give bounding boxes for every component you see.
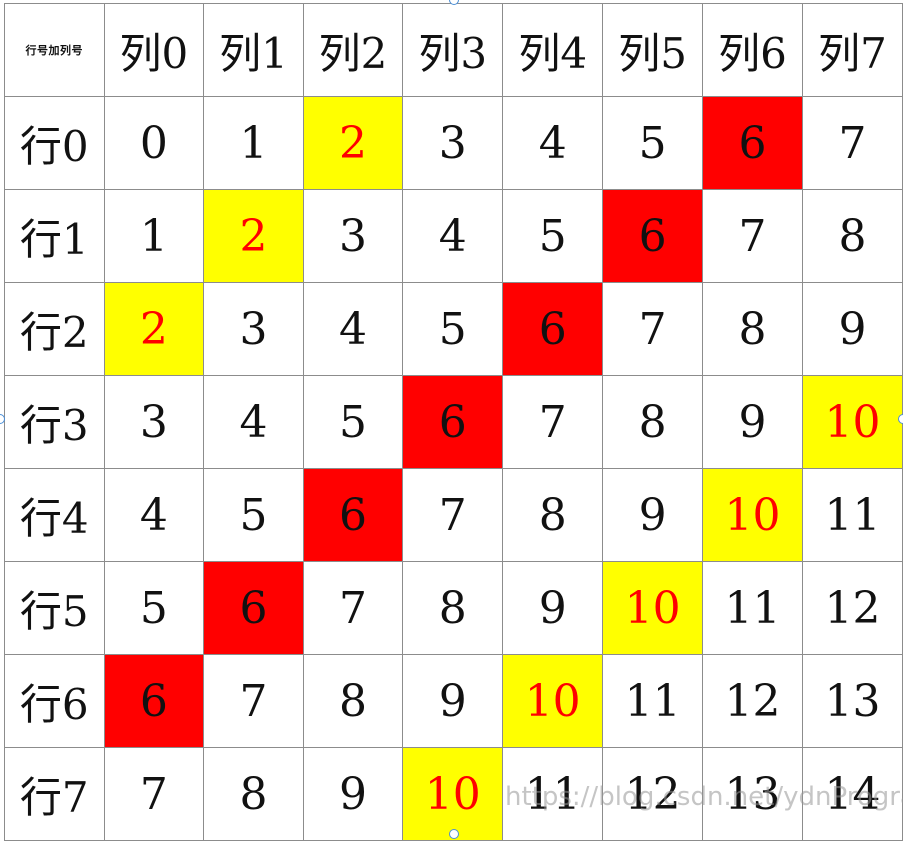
table-cell: 5 <box>502 189 604 283</box>
table-cell: 6 <box>203 561 304 655</box>
table-cell: 13 <box>702 747 803 841</box>
table-cell: 12 <box>702 654 803 748</box>
table-row: 行3 3 4 5 6 7 8 9 10 <box>4 375 903 469</box>
table-cell: 5 <box>203 468 304 562</box>
table-cell: 4 <box>402 189 504 283</box>
table-row: 行2 2 3 4 5 6 7 8 9 <box>4 282 903 376</box>
watermark-text: https://blog.csdn.net/ydnProgrammer <box>505 782 903 812</box>
table-cell: 13 <box>802 654 903 748</box>
col-header-1: 列1 <box>203 3 304 97</box>
table-cell: 11 <box>502 747 604 841</box>
table-cell: 6 <box>302 468 404 562</box>
table-cell: 7 <box>602 282 704 376</box>
table-cell: 2 <box>103 282 205 376</box>
table-row: 行0 0 1 2 3 4 5 6 7 <box>4 96 903 190</box>
row-header-7: 行7 <box>4 747 105 841</box>
corner-cell: 行号加列号 <box>4 3 105 97</box>
table-cell: 8 <box>402 561 504 655</box>
table-cell: 8 <box>502 468 604 562</box>
table-cell: 4 <box>103 468 205 562</box>
table-cell: 1 <box>103 189 205 283</box>
table-cell: 9 <box>502 561 604 655</box>
table-cell: 3 <box>402 96 504 190</box>
table-cell: 10 <box>502 654 604 748</box>
table-cell: 11 <box>602 654 704 748</box>
table-cell: 10 <box>802 375 903 469</box>
table-cell: 7 <box>802 96 903 190</box>
sum-table: 行号加列号 列0 列1 列2 列3 列4 列5 列6 列7 行0 0 1 2 3… <box>4 3 903 841</box>
table-cell: 3 <box>302 189 404 283</box>
row-header-0: 行0 <box>4 96 105 190</box>
table-cell: 6 <box>702 96 803 190</box>
row-header-5: 行5 <box>4 561 105 655</box>
table-cell: 4 <box>203 375 304 469</box>
table-cell: 9 <box>802 282 903 376</box>
table-cell: 9 <box>302 747 404 841</box>
col-header-5: 列5 <box>602 3 704 97</box>
table-cell: 11 <box>802 468 903 562</box>
col-header-7: 列7 <box>802 3 903 97</box>
table-cell: 5 <box>402 282 504 376</box>
table-cell: 2 <box>302 96 404 190</box>
table-cell: 5 <box>302 375 404 469</box>
table-cell: 8 <box>702 282 803 376</box>
table-cell: 8 <box>602 375 704 469</box>
col-header-4: 列4 <box>502 3 604 97</box>
table-cell: 6 <box>502 282 604 376</box>
table-cell: 6 <box>103 654 205 748</box>
row-header-1: 行1 <box>4 189 105 283</box>
table-cell: 10 <box>602 561 704 655</box>
table-row: 行6 6 7 8 9 10 11 12 13 <box>4 654 903 748</box>
table-cell: 4 <box>302 282 404 376</box>
table-cell: 3 <box>203 282 304 376</box>
col-header-2: 列2 <box>302 3 404 97</box>
table-cell: 7 <box>302 561 404 655</box>
table-cell: 2 <box>203 189 304 283</box>
table-cell: 1 <box>203 96 304 190</box>
table-cell: 14 <box>802 747 903 841</box>
table-cell: 3 <box>103 375 205 469</box>
col-header-6: 列6 <box>702 3 803 97</box>
table-cell: 12 <box>802 561 903 655</box>
table-cell: 6 <box>602 189 704 283</box>
table-cell: 9 <box>702 375 803 469</box>
table-cell: 8 <box>203 747 304 841</box>
row-header-6: 行6 <box>4 654 105 748</box>
table-row: 行1 1 2 3 4 5 6 7 8 <box>4 189 903 283</box>
table-cell: 7 <box>103 747 205 841</box>
table-cell: 7 <box>402 468 504 562</box>
table-cell: 7 <box>203 654 304 748</box>
resize-handle-right[interactable] <box>898 414 903 424</box>
table-cell: 10 <box>402 747 504 841</box>
table-cell: 0 <box>103 96 205 190</box>
table-cell: 11 <box>702 561 803 655</box>
table-cell: 4 <box>502 96 604 190</box>
table-cell: 12 <box>602 747 704 841</box>
table-cell: 8 <box>802 189 903 283</box>
table-cell: 9 <box>602 468 704 562</box>
table-row: 行5 5 6 7 8 9 10 11 12 <box>4 561 903 655</box>
col-header-3: 列3 <box>402 3 504 97</box>
table-cell: 10 <box>702 468 803 562</box>
table-cell: 7 <box>502 375 604 469</box>
table-cell: 7 <box>702 189 803 283</box>
table-cell: 9 <box>402 654 504 748</box>
table-cell: 8 <box>302 654 404 748</box>
row-header-2: 行2 <box>4 282 105 376</box>
table-cell: 5 <box>602 96 704 190</box>
table-cell: 6 <box>402 375 504 469</box>
col-header-0: 列0 <box>103 3 205 97</box>
row-header-3: 行3 <box>4 375 105 469</box>
header-row: 行号加列号 列0 列1 列2 列3 列4 列5 列6 列7 <box>4 3 903 97</box>
resize-handle-bottom[interactable] <box>449 829 459 839</box>
table-row: 行4 4 5 6 7 8 9 10 11 <box>4 468 903 562</box>
row-header-4: 行4 <box>4 468 105 562</box>
table-cell: 5 <box>103 561 205 655</box>
